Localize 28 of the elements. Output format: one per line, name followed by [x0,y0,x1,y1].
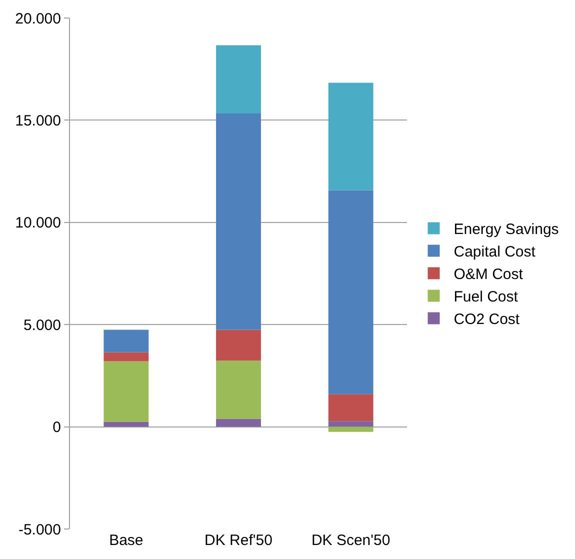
bar [328,426,374,432]
legend-label: Capital Cost [454,244,536,261]
y-tick-label: 15.000 [15,112,61,130]
y-tick-label: -5.000 [18,521,61,538]
y-tick-label: 0 [52,419,61,436]
bar [104,361,149,422]
bar [328,421,374,427]
bar [104,330,149,352]
bar [328,394,374,422]
x-tick-label: DK Ref'50 [204,532,272,549]
legend-label: O&M Cost [454,266,524,284]
bar [216,360,261,419]
y-tick-label: 5.000 [23,316,61,334]
bar [216,45,261,114]
bar [216,418,261,427]
bar [328,82,374,190]
legend-label: Energy Savings [454,221,559,238]
legend-label: Fuel Cost [454,288,519,306]
y-tick-label: 20.000 [15,10,61,28]
x-tick-label: DK Scen'50 [311,532,390,549]
bar [216,113,261,330]
bar [328,190,374,394]
legend-label: CO2 Cost [454,311,520,328]
bar [104,422,149,427]
bar [216,330,261,361]
y-tick-label: 10.000 [15,214,61,232]
x-tick-label: Base [109,532,144,549]
bar [104,352,149,362]
